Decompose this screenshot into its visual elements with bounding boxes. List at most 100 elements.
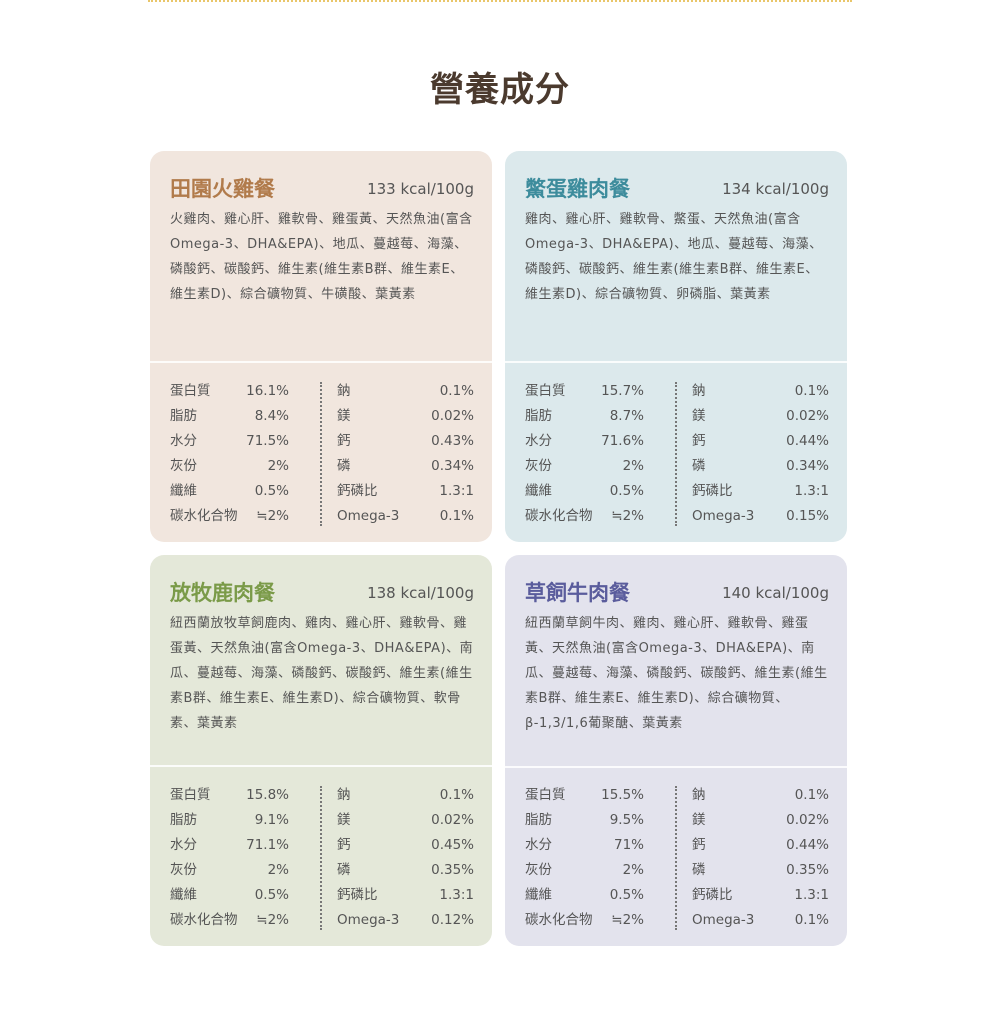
section-divider xyxy=(150,361,492,363)
nutrient-label: 碳水化合物 xyxy=(170,912,238,928)
ingredients: 紐西蘭放牧草飼鹿肉、雞肉、雞心肝、雞軟骨、雞蛋黃、天然魚油(富含Omega-3、… xyxy=(170,616,474,731)
nutrient-label: 碳水化合物 xyxy=(525,508,593,524)
nutrient-value: 71.5% xyxy=(246,433,289,449)
card-title: 鱉蛋雞肉餐 xyxy=(525,177,630,201)
nutrient-value: 9.1% xyxy=(254,812,289,828)
nutrient-label: 脂肪 xyxy=(525,408,552,424)
nutrient-label: 水分 xyxy=(170,433,197,449)
nutrient-value: 0.5% xyxy=(254,887,289,903)
mineral-label: 鈉 xyxy=(337,383,351,399)
nutrient-value: 0.5% xyxy=(254,483,289,499)
nutrient-value: ≒2% xyxy=(611,508,644,524)
mineral-value: 0.1% xyxy=(794,912,829,928)
nutrient-label: 纖維 xyxy=(170,483,197,499)
nutrient-row: 纖維 0.5% 鈣磷比 1.3:1 xyxy=(525,479,829,504)
card-title: 田園火雞餐 xyxy=(170,177,275,201)
mineral-value: 0.1% xyxy=(794,383,829,399)
page-title: 營養成分 xyxy=(430,70,570,110)
mineral-label: 鈣 xyxy=(337,433,351,449)
nutrient-label: 水分 xyxy=(525,433,552,449)
section-divider xyxy=(150,765,492,767)
nutrient-label: 纖維 xyxy=(525,483,552,499)
mineral-value: 1.3:1 xyxy=(794,483,829,499)
nutrient-value: 0.5% xyxy=(609,887,644,903)
mineral-value: 1.3:1 xyxy=(439,887,474,903)
mineral-label: 鎂 xyxy=(337,408,351,424)
mineral-value: 0.1% xyxy=(794,787,829,803)
card-title: 放牧鹿肉餐 xyxy=(170,581,275,605)
mineral-value: 0.34% xyxy=(431,458,474,474)
calories: 133 kcal/100g xyxy=(367,180,474,198)
mineral-label: 鎂 xyxy=(692,408,706,424)
nutrient-table: 蛋白質 15.5% 鈉 0.1% 脂肪 9.5% 鎂 0.02% 水分 71% … xyxy=(525,783,829,933)
mineral-value: 0.12% xyxy=(431,912,474,928)
mineral-label: 磷 xyxy=(337,458,351,474)
mineral-value: 0.44% xyxy=(786,433,829,449)
nutrient-value: 2% xyxy=(622,458,644,474)
calories: 134 kcal/100g xyxy=(722,180,829,198)
mineral-value: 0.1% xyxy=(439,787,474,803)
mineral-label: 鈣磷比 xyxy=(692,483,733,499)
nutrient-row: 灰份 2% 磷 0.34% xyxy=(525,454,829,479)
nutrient-row: 灰份 2% 磷 0.35% xyxy=(525,858,829,883)
nutrient-label: 脂肪 xyxy=(170,812,197,828)
mineral-label: Omega-3 xyxy=(692,912,755,928)
mineral-label: Omega-3 xyxy=(337,508,400,524)
nutrient-row: 碳水化合物 ≒2% Omega-3 0.15% xyxy=(525,504,829,529)
nutrient-row: 水分 71.1% 鈣 0.45% xyxy=(170,833,474,858)
nutrient-value: 2% xyxy=(622,862,644,878)
mineral-value: 0.45% xyxy=(431,837,474,853)
nutrient-value: 71% xyxy=(613,837,644,853)
ingredients: 紐西蘭草飼牛肉、雞肉、雞心肝、雞軟骨、雞蛋黃、天然魚油(富含Omega-3、DH… xyxy=(525,616,828,731)
column-separator xyxy=(320,382,322,526)
nutrient-row: 脂肪 8.4% 鎂 0.02% xyxy=(170,404,474,429)
nutrient-row: 水分 71.6% 鈣 0.44% xyxy=(525,429,829,454)
nutrient-label: 纖維 xyxy=(170,887,197,903)
nutrient-row: 碳水化合物 ≒2% Omega-3 0.12% xyxy=(170,908,474,933)
nutrient-value: 16.1% xyxy=(246,383,289,399)
mineral-label: 鈉 xyxy=(337,787,351,803)
column-separator xyxy=(675,786,677,930)
nutrient-label: 纖維 xyxy=(525,887,552,903)
nutrient-table: 蛋白質 16.1% 鈉 0.1% 脂肪 8.4% 鎂 0.02% 水分 71.5… xyxy=(170,379,474,529)
nutrient-label: 灰份 xyxy=(525,862,552,878)
mineral-label: 鈣磷比 xyxy=(337,483,378,499)
nutrient-label: 碳水化合物 xyxy=(170,508,238,524)
column-separator xyxy=(675,382,677,526)
mineral-value: 0.02% xyxy=(431,408,474,424)
nutrient-row: 水分 71.5% 鈣 0.43% xyxy=(170,429,474,454)
nutrient-row: 碳水化合物 ≒2% Omega-3 0.1% xyxy=(170,504,474,529)
section-divider xyxy=(505,766,847,768)
nutrient-row: 灰份 2% 磷 0.35% xyxy=(170,858,474,883)
mineral-label: 鎂 xyxy=(692,812,706,828)
mineral-label: 鈉 xyxy=(692,787,706,803)
nutrient-value: ≒2% xyxy=(611,912,644,928)
nutrient-label: 碳水化合物 xyxy=(525,912,593,928)
ingredients: 雞肉、雞心肝、雞軟骨、鱉蛋、天然魚油(富含Omega-3、DHA&EPA)、地瓜… xyxy=(525,212,823,302)
mineral-value: 0.44% xyxy=(786,837,829,853)
nutrient-label: 蛋白質 xyxy=(525,787,566,803)
nutrient-value: 71.1% xyxy=(246,837,289,853)
nutrient-label: 蛋白質 xyxy=(170,383,211,399)
calories: 138 kcal/100g xyxy=(367,584,474,602)
nutrient-label: 灰份 xyxy=(170,458,197,474)
nutrient-value: 15.5% xyxy=(601,787,644,803)
mineral-label: 鈣磷比 xyxy=(692,887,733,903)
nutrient-value: 15.8% xyxy=(246,787,289,803)
ingredients: 火雞肉、雞心肝、雞軟骨、雞蛋黃、天然魚油(富含Omega-3、DHA&EPA)、… xyxy=(170,212,473,302)
mineral-value: 0.02% xyxy=(786,408,829,424)
mineral-label: 磷 xyxy=(337,862,351,878)
nutrient-value: 2% xyxy=(267,862,289,878)
nutrient-row: 碳水化合物 ≒2% Omega-3 0.1% xyxy=(525,908,829,933)
mineral-value: 0.1% xyxy=(439,383,474,399)
nutrient-row: 纖維 0.5% 鈣磷比 1.3:1 xyxy=(170,479,474,504)
nutrient-value: 8.7% xyxy=(609,408,644,424)
mineral-label: 磷 xyxy=(692,458,706,474)
nutrient-value: 8.4% xyxy=(254,408,289,424)
nutrition-card: 田園火雞餐 133 kcal/100g 火雞肉、雞心肝、雞軟骨、雞蛋黃、天然魚油… xyxy=(150,151,492,542)
nutrient-label: 脂肪 xyxy=(525,812,552,828)
nutrient-value: 9.5% xyxy=(609,812,644,828)
nutrient-value: ≒2% xyxy=(256,912,289,928)
nutrient-value: 71.6% xyxy=(601,433,644,449)
mineral-value: 1.3:1 xyxy=(794,887,829,903)
